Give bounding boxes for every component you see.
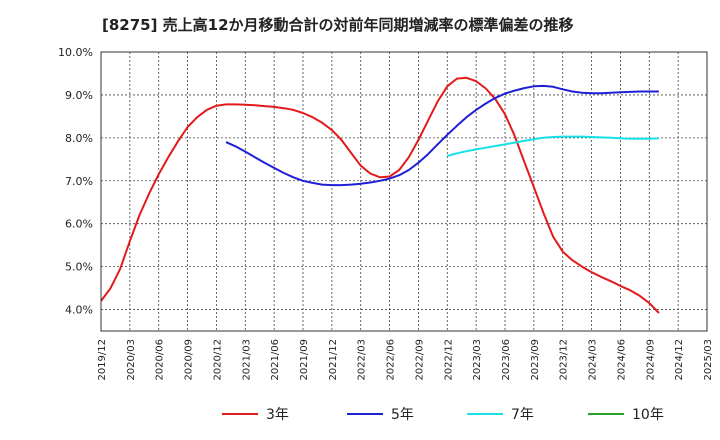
x-tick-label: 2019/12 — [97, 339, 108, 381]
x-tick-label: 2022/09 — [414, 339, 425, 381]
x-tick-label: 2020/06 — [155, 339, 166, 381]
y-tick-label: 4.0% — [65, 304, 93, 317]
x-tick-label: 2023/09 — [530, 339, 541, 381]
legend: 3年 5年 7年 10年 — [222, 407, 664, 423]
x-tick-label: 2023/06 — [501, 339, 512, 381]
x-tick-label: 2024/06 — [616, 339, 627, 381]
x-tick-label: 2023/12 — [559, 339, 570, 381]
y-tick-label: 9.0% — [65, 89, 93, 102]
x-tick-label: 2021/06 — [270, 339, 281, 381]
y-tick-label: 10.0% — [58, 46, 93, 59]
y-tick-label: 8.0% — [65, 132, 93, 145]
legend-label-1: 5年 — [391, 407, 414, 423]
series-line-2 — [447, 135, 659, 157]
x-tick-label: 2024/09 — [645, 339, 656, 381]
legend-label-3: 10年 — [632, 407, 664, 423]
x-tick-label: 2022/12 — [443, 339, 454, 381]
plot-frame — [100, 51, 708, 332]
series-layer — [100, 76, 660, 314]
series-line-1 — [225, 84, 659, 187]
series-line-0 — [100, 76, 660, 314]
legend-label-2: 7年 — [511, 407, 534, 423]
grid-layer — [100, 51, 708, 331]
x-tick-label: 2022/06 — [386, 339, 397, 381]
x-tick-label: 2020/03 — [126, 339, 137, 381]
x-tick-label: 2020/09 — [184, 339, 195, 381]
x-tick-label: 2025/03 — [703, 339, 714, 381]
x-tick-label: 2020/12 — [212, 339, 223, 381]
x-tick-label: 2021/09 — [299, 339, 310, 381]
x-tick-label: 2023/03 — [472, 339, 483, 381]
x-tick-label: 2021/03 — [241, 339, 252, 381]
chart-title: [8275] 売上高12か月移動合計の対前年同期増減率の標準偏差の推移 — [102, 16, 574, 34]
y-tick-label: 7.0% — [65, 175, 93, 188]
x-axis-ticks: 2019/12 2020/03 2020/06 2020/09 2020/12 2021/… — [97, 339, 714, 381]
x-tick-label: 2022/03 — [357, 339, 368, 381]
x-tick-label: 2024/12 — [674, 339, 685, 381]
x-tick-label: 2024/03 — [588, 339, 599, 381]
y-tick-label: 6.0% — [65, 218, 93, 231]
x-tick-label: 2021/12 — [328, 339, 339, 381]
y-tick-label: 5.0% — [65, 261, 93, 274]
legend-label-0: 3年 — [266, 407, 289, 423]
y-axis-ticks: 4.0% 5.0% 6.0% 7.0% 8.0% 9.0% 10.0% — [58, 46, 93, 317]
